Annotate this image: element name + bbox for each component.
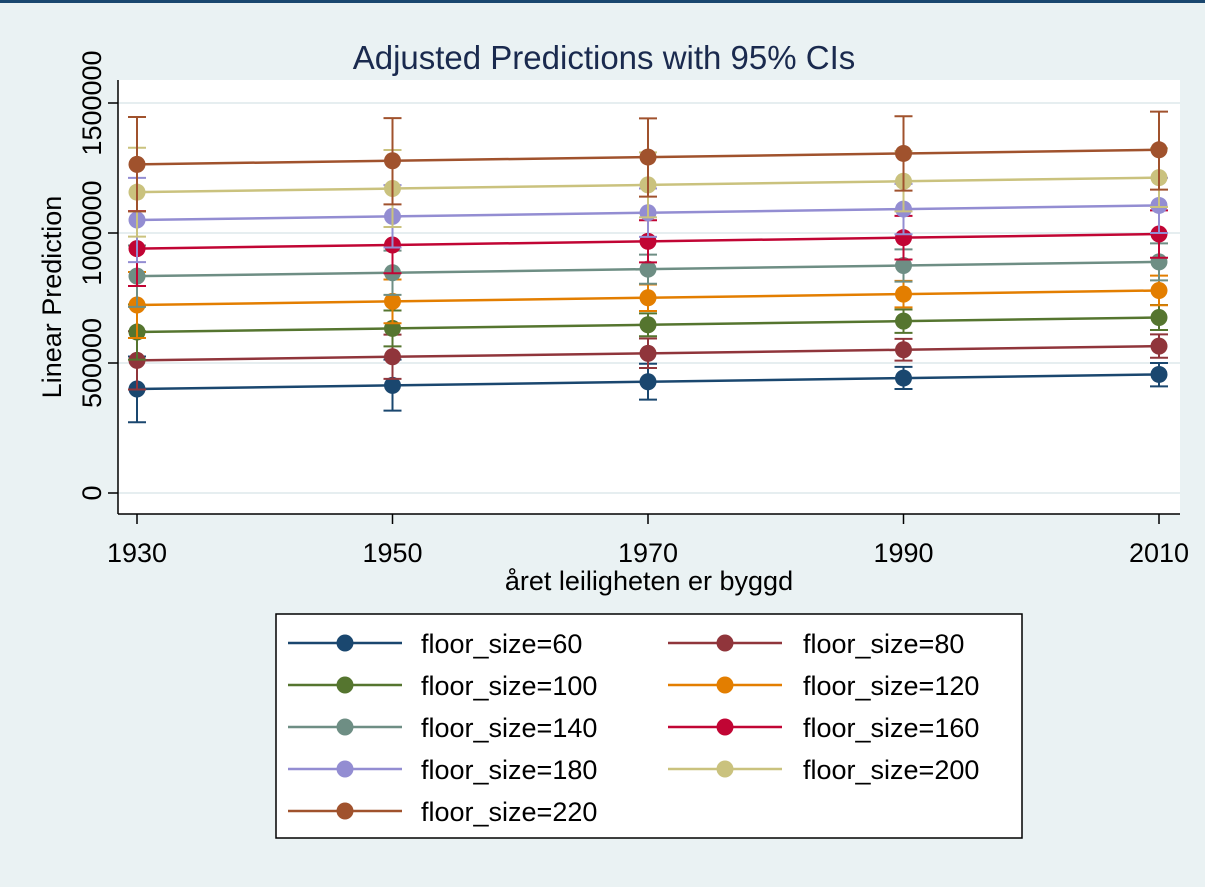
- legend-label: floor_size=200: [803, 755, 979, 785]
- legend-swatch-marker: [716, 718, 734, 736]
- data-point: [384, 348, 401, 366]
- data-point: [895, 312, 912, 330]
- legend-item-1: floor_size=80: [668, 629, 964, 659]
- data-point: [895, 257, 912, 274]
- data-point: [639, 316, 657, 334]
- data-point: [639, 344, 657, 362]
- x-tick-label-1: 1950: [362, 538, 422, 568]
- legend-item-4: floor_size=140: [288, 713, 597, 743]
- top-border: [0, 0, 1205, 3]
- legend-swatch-marker: [336, 634, 354, 652]
- x-ticks: 1930 1950 1970 1990 2010: [107, 514, 1189, 568]
- y-tick-label-1: 500000: [77, 318, 107, 408]
- legend-label: floor_size=140: [421, 713, 597, 743]
- legend-item-6: floor_size=180: [288, 755, 597, 785]
- data-point: [1150, 365, 1168, 383]
- data-point: [895, 144, 912, 162]
- legend-item-2: floor_size=100: [288, 671, 597, 701]
- legend-swatch-marker: [716, 634, 734, 652]
- y-ticks: 0 500000 1000000 1500000: [77, 50, 118, 501]
- data-point: [639, 373, 657, 391]
- x-tick-label-0: 1930: [107, 538, 167, 568]
- data-point: [639, 260, 657, 278]
- x-tick-label-2: 1970: [618, 538, 678, 568]
- legend-label: floor_size=160: [803, 713, 979, 743]
- data-point: [895, 285, 912, 303]
- legend-label: floor_size=80: [803, 629, 964, 659]
- data-point: [128, 155, 146, 173]
- legend: floor_size=60 floor_size=80 floor_size=100…: [288, 629, 979, 827]
- legend-item-8: floor_size=220: [288, 797, 597, 827]
- legend-label: floor_size=100: [421, 671, 597, 701]
- data-point: [1150, 141, 1168, 159]
- legend-swatch-marker: [336, 676, 354, 694]
- y-axis-label: Linear Prediction: [37, 196, 67, 399]
- data-point: [384, 292, 401, 310]
- x-tick-label-4: 2010: [1129, 538, 1189, 568]
- legend-item-7: floor_size=200: [668, 755, 979, 785]
- legend-swatch-marker: [336, 718, 354, 736]
- legend-label: floor_size=60: [421, 629, 582, 659]
- legend-swatch-marker: [716, 676, 734, 694]
- legend-label: floor_size=120: [803, 671, 979, 701]
- legend-swatch-marker: [336, 802, 354, 820]
- data-point: [639, 148, 657, 166]
- y-tick-label-3: 1500000: [77, 50, 107, 155]
- data-point: [639, 289, 657, 307]
- data-point: [384, 376, 401, 394]
- legend-item-0: floor_size=60: [288, 629, 582, 659]
- chart-title: Adjusted Predictions with 95% CIs: [353, 39, 856, 76]
- legend-swatch-marker: [336, 760, 354, 778]
- data-point: [1150, 225, 1168, 243]
- x-axis-label: året leiligheten er byggd: [505, 566, 793, 596]
- data-point: [1150, 309, 1168, 326]
- legend-item-5: floor_size=160: [668, 713, 979, 743]
- data-point: [384, 152, 401, 170]
- series-layer: [128, 110, 1168, 424]
- legend-swatch-marker: [716, 760, 734, 778]
- legend-item-3: floor_size=120: [668, 671, 979, 701]
- data-point: [1150, 337, 1168, 355]
- data-point: [895, 369, 912, 387]
- x-tick-label-3: 1990: [873, 538, 933, 568]
- y-tick-label-2: 1000000: [77, 180, 107, 285]
- legend-label: floor_size=220: [421, 797, 597, 827]
- y-tick-label-0: 0: [77, 485, 107, 500]
- data-point: [1150, 281, 1168, 299]
- series-2: [128, 303, 1168, 361]
- series-8: [128, 110, 1168, 213]
- data-point: [895, 341, 912, 359]
- legend-label: floor_size=180: [421, 755, 597, 785]
